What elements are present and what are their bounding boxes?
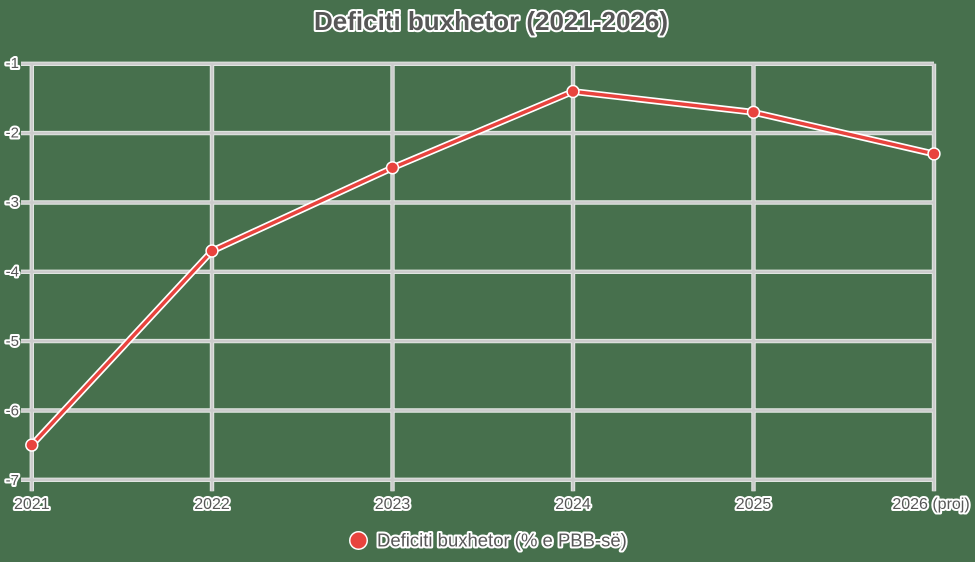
svg-text:Deficiti buxhetor (% e PBB-së): Deficiti buxhetor (% e PBB-së) (377, 530, 627, 551)
svg-text:Deficiti buxhetor (2021-2026): Deficiti buxhetor (2021-2026) (314, 6, 668, 36)
svg-text:2026 (proj): 2026 (proj) (892, 496, 969, 513)
svg-text:2023: 2023 (375, 496, 411, 513)
svg-text:2024: 2024 (555, 496, 591, 513)
svg-text:-4: -4 (6, 264, 19, 281)
svg-text:2021: 2021 (14, 496, 50, 513)
svg-text:-3: -3 (6, 194, 19, 211)
svg-text:-7: -7 (6, 472, 19, 489)
svg-text:2022: 2022 (194, 496, 230, 513)
svg-text:-5: -5 (6, 333, 19, 350)
svg-text:-1: -1 (6, 55, 19, 72)
svg-text:-6: -6 (6, 403, 19, 420)
svg-text:2025: 2025 (736, 496, 772, 513)
svg-text:-2: -2 (6, 125, 19, 142)
